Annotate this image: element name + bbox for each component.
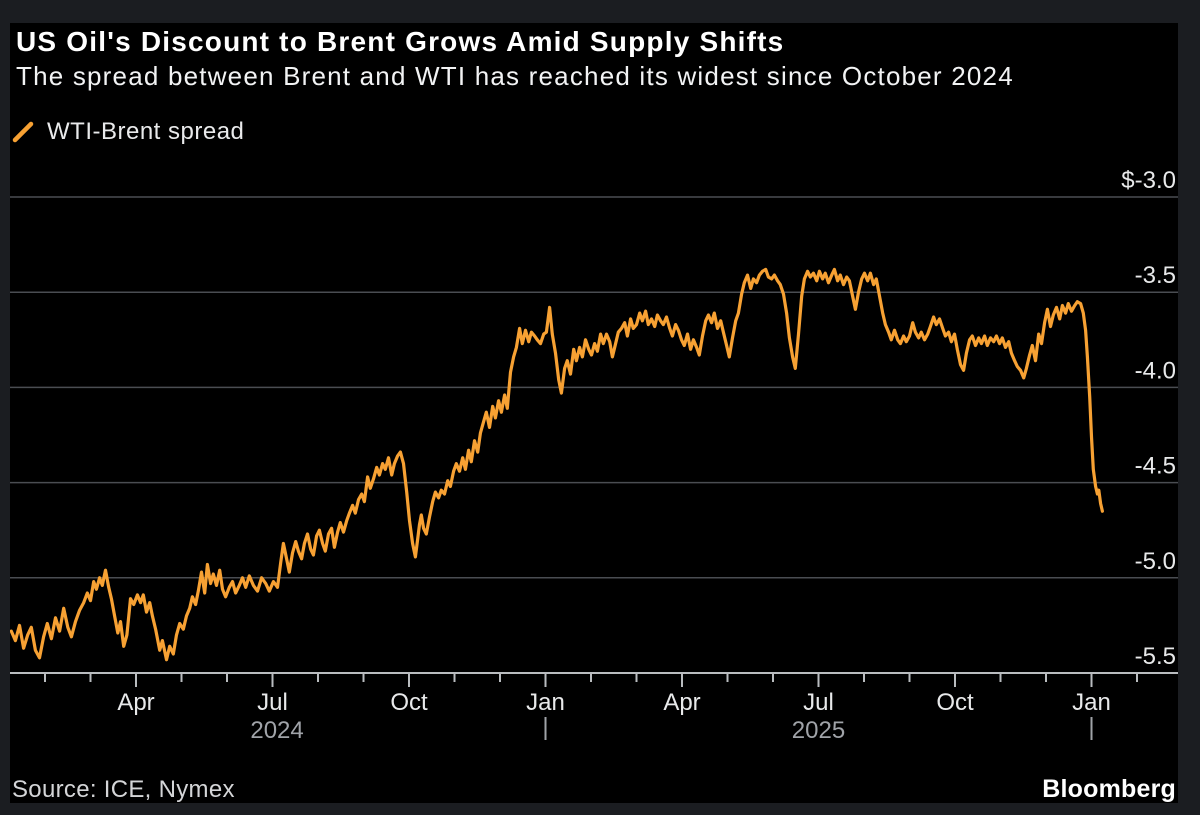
x-tick-label: Jan [1072,689,1111,716]
chart-title: US Oil's Discount to Brent Grows Amid Su… [16,26,785,57]
legend-label: WTI-Brent spread [47,118,245,145]
y-tick-label: -5.0 [1135,548,1176,575]
x-tick-label: Apr [117,689,154,716]
bloomberg-logo: Bloomberg [1042,775,1176,803]
x-tick-label: Apr [663,689,700,716]
x-tick-label: Oct [936,689,974,716]
series-line-wti-brent-spread [10,267,1105,662]
chart-card: $-3.0 -3.5 -4.0 -4.5 -5.0 -5.5 Apr Jul Oct Jan Apr… [10,23,1178,803]
year-label: 2025 [792,717,845,744]
x-tick-label: Jul [803,689,834,716]
legend: WTI-Brent spread [12,118,244,146]
y-tick-label: $-3.0 [1121,167,1176,194]
x-tick-label: Jan [526,689,565,716]
y-tick-label: -3.5 [1135,262,1176,289]
y-tick-label: -5.5 [1135,643,1176,670]
source-note: Source: ICE, Nymex [12,776,235,803]
year-boundary-marker [544,717,547,740]
spread-line-chart: $-3.0 -3.5 -4.0 -4.5 -5.0 -5.5 Apr Jul Oct Jan Apr… [10,167,1178,744]
y-tick-label: -4.0 [1135,357,1176,384]
footer-row: Source: ICE, Nymex Bloomberg [12,775,1176,804]
year-boundary-marker [1090,717,1093,740]
y-tick-label: -4.5 [1135,453,1176,480]
x-tick-label: Jul [257,689,288,716]
year-label: 2024 [250,717,303,744]
chart-subtitle: The spread between Brent and WTI has rea… [16,61,1014,91]
x-tick-label: Oct [390,689,428,716]
legend-line-swatch-icon [12,121,34,143]
